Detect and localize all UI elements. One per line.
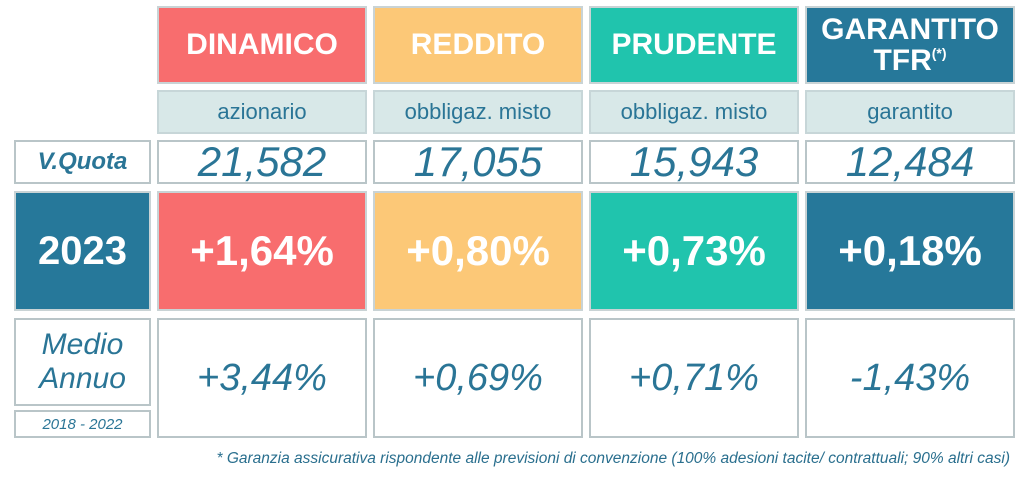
header-dinamico-label: DINAMICO [186, 28, 338, 62]
type-garantito-label: garantito [867, 99, 953, 124]
footnote-marker: (*) [931, 45, 947, 61]
header-reddito-label: REDDITO [410, 28, 546, 62]
type-prudente-label: obbligaz. misto [620, 99, 768, 124]
avg-garantito: -1,43% [805, 318, 1015, 438]
avg-dinamico: +3,44% [157, 318, 367, 438]
type-dinamico: azionario [157, 90, 367, 134]
perf-reddito: +0,80% [373, 191, 583, 311]
perf-prudente: +0,73% [589, 191, 799, 311]
row-label-medio-line1: Medio [41, 327, 124, 361]
quota-reddito: 17,055 [373, 138, 583, 185]
header-garantito-label-2: TFR(*) [873, 44, 947, 77]
avg-prudente-value: +0,71% [629, 356, 759, 399]
avg-dinamico-value: +3,44% [197, 356, 327, 399]
row-label-period: 2018 - 2022 [14, 410, 151, 438]
header-dinamico: DINAMICO [157, 6, 367, 84]
header-reddito: REDDITO [373, 6, 583, 84]
row-label-period-text: 2018 - 2022 [42, 415, 123, 433]
perf-garantito-value: +0,18% [838, 227, 982, 274]
row-label-medio-line2: Annuo [39, 362, 126, 395]
quota-dinamico-value: 21,582 [197, 138, 327, 185]
row-label-quota-text: V.Quota [37, 148, 128, 175]
header-garantito-label-1: GARANTITO [821, 12, 999, 46]
perf-prudente-value: +0,73% [622, 227, 766, 274]
header-prudente: PRUDENTE [589, 6, 799, 84]
header-prudente-label: PRUDENTE [611, 28, 777, 62]
type-garantito: garantito [805, 90, 1015, 134]
type-prudente: obbligaz. misto [589, 90, 799, 134]
type-reddito: obbligaz. misto [373, 90, 583, 134]
avg-garantito-value: -1,43% [849, 356, 971, 399]
footnote: * Garanzia assicurativa rispondente alle… [216, 450, 1010, 467]
row-label-year-text: 2023 [38, 228, 127, 273]
quota-reddito-value: 17,055 [413, 138, 543, 185]
type-reddito-label: obbligaz. misto [404, 99, 552, 124]
avg-reddito-value: +0,69% [413, 356, 543, 399]
quota-garantito-value: 12,484 [845, 138, 975, 185]
quota-prudente-value: 15,943 [629, 138, 759, 185]
perf-garantito: +0,18% [805, 191, 1015, 311]
header-garantito: GARANTITO TFR(*) [805, 6, 1015, 84]
perf-dinamico: +1,64% [157, 191, 367, 311]
avg-prudente: +0,71% [589, 318, 799, 438]
quota-dinamico: 21,582 [157, 138, 367, 185]
row-label-year: 2023 [14, 191, 151, 311]
perf-reddito-value: +0,80% [406, 227, 550, 274]
row-label-quota: V.Quota [14, 140, 151, 184]
type-dinamico-label: azionario [217, 99, 307, 124]
row-label-medio: Medio Annuo [14, 318, 151, 406]
perf-dinamico-value: +1,64% [190, 227, 334, 274]
avg-reddito: +0,69% [373, 318, 583, 438]
quota-garantito: 12,484 [805, 138, 1015, 185]
quota-prudente: 15,943 [589, 138, 799, 185]
